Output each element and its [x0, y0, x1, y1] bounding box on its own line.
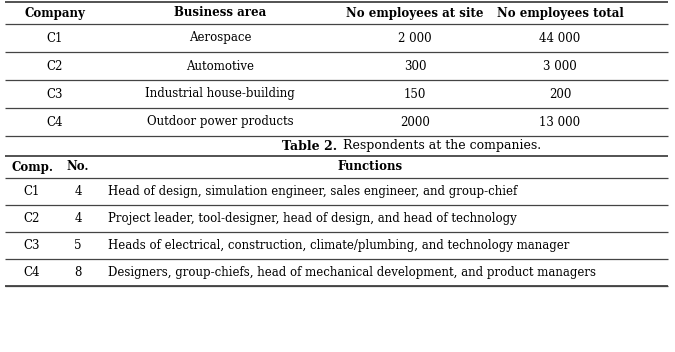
Text: Project leader, tool-designer, head of design, and head of technology: Project leader, tool-designer, head of d… [108, 212, 517, 225]
Text: Industrial house-building: Industrial house-building [145, 88, 295, 101]
Text: C1: C1 [47, 31, 63, 44]
Text: Comp.: Comp. [11, 161, 53, 174]
Text: Company: Company [24, 6, 86, 19]
Text: C1: C1 [24, 185, 40, 198]
Text: No employees at site: No employees at site [346, 6, 484, 19]
Text: Functions: Functions [338, 161, 402, 174]
Text: Aerospace: Aerospace [189, 31, 251, 44]
Text: Automotive: Automotive [186, 59, 254, 73]
Text: 4: 4 [74, 212, 82, 225]
Text: C4: C4 [47, 115, 63, 128]
Text: Table 2.: Table 2. [282, 139, 337, 152]
Text: 4: 4 [74, 185, 82, 198]
Text: No.: No. [67, 161, 89, 174]
Text: C4: C4 [24, 266, 40, 279]
Text: 13 000: 13 000 [539, 115, 580, 128]
Text: Heads of electrical, construction, climate/plumbing, and technology manager: Heads of electrical, construction, clima… [108, 239, 570, 252]
Text: Head of design, simulation engineer, sales engineer, and group-chief: Head of design, simulation engineer, sal… [108, 185, 517, 198]
Text: Respondents at the companies.: Respondents at the companies. [339, 139, 541, 152]
Text: Business area: Business area [174, 6, 266, 19]
Text: C3: C3 [24, 239, 40, 252]
Text: No employees total: No employees total [497, 6, 624, 19]
Text: 300: 300 [404, 59, 426, 73]
Text: 2 000: 2 000 [398, 31, 432, 44]
Text: C3: C3 [47, 88, 63, 101]
Text: 3 000: 3 000 [543, 59, 577, 73]
Text: C2: C2 [47, 59, 63, 73]
Text: 2000: 2000 [400, 115, 430, 128]
Text: Outdoor power products: Outdoor power products [146, 115, 294, 128]
Text: 44 000: 44 000 [539, 31, 580, 44]
Text: Designers, group-chiefs, head of mechanical development, and product managers: Designers, group-chiefs, head of mechani… [108, 266, 596, 279]
Text: C2: C2 [24, 212, 40, 225]
Text: 5: 5 [74, 239, 82, 252]
Text: 8: 8 [74, 266, 82, 279]
Text: 150: 150 [404, 88, 426, 101]
Text: 200: 200 [549, 88, 571, 101]
